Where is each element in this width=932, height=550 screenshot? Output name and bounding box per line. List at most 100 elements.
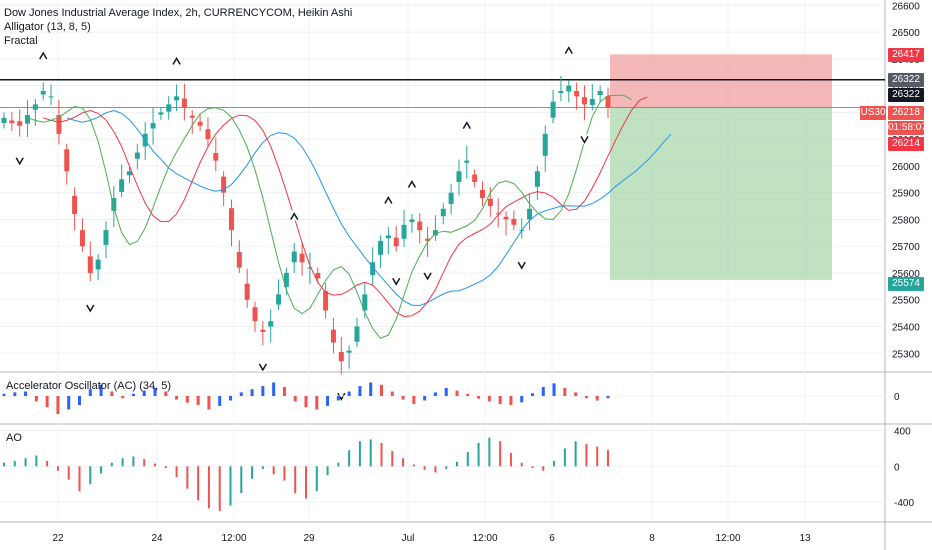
price-tick-label: 25600 — [892, 269, 920, 280]
alligator-teeth — [43, 96, 648, 318]
fractal-down-bg — [391, 276, 402, 287]
candle-body — [307, 267, 313, 269]
ao-pane-label[interactable]: AO — [6, 432, 22, 444]
ac-bar — [574, 392, 578, 396]
fractal-down-marker — [337, 392, 346, 401]
ac-bar — [541, 387, 545, 396]
candle-body — [542, 133, 548, 156]
candle-body — [181, 98, 187, 108]
fractal-down-marker — [423, 272, 432, 281]
ao-tick-label: 400 — [894, 426, 911, 437]
ac-bar — [229, 396, 232, 401]
ac-pane-label[interactable]: Accelerator Oscillator (AC) (34, 5) — [6, 380, 172, 392]
fractal-up-marker — [384, 196, 393, 204]
time-tick-label: 24 — [151, 533, 163, 544]
candle-body — [119, 179, 125, 192]
candle-body — [464, 160, 470, 163]
ac-bar — [606, 396, 610, 399]
candle-body — [189, 115, 195, 118]
ma-badge: 26214 — [888, 137, 924, 151]
target-low-badge: 25574 — [888, 277, 924, 291]
target-high-badge: 26417 — [888, 48, 924, 62]
candle-body — [370, 262, 376, 276]
ac-bar — [196, 396, 200, 405]
ac-bar — [164, 391, 168, 396]
last-price-badge: 26322 — [888, 88, 924, 102]
fractal-up-marker — [462, 121, 471, 129]
ac-bar — [45, 396, 49, 408]
candle-body — [32, 104, 38, 110]
time-tick-label: 13 — [799, 533, 811, 544]
fractal-up-bg — [406, 178, 417, 189]
stop-loss-zone — [610, 54, 832, 108]
candle-body — [479, 190, 485, 199]
ac-bar — [207, 396, 211, 410]
candle-body — [166, 104, 172, 112]
ac-bar — [487, 396, 491, 402]
candle-body — [487, 198, 493, 207]
fractal-down-bg — [85, 302, 96, 313]
ac-bar — [250, 389, 254, 396]
price-tick-label: 25500 — [892, 296, 920, 307]
fractal-up-bg — [171, 55, 182, 66]
ac-bar — [390, 391, 394, 396]
candle-body — [283, 272, 289, 287]
fractal-up-bg — [289, 210, 300, 221]
ac-bar — [509, 396, 513, 405]
alligator-jaw — [66, 109, 672, 307]
fractal-up-marker — [39, 51, 48, 60]
ac-tick-label: 0 — [894, 392, 900, 403]
time-tick-label: 29 — [303, 533, 315, 544]
fractal-up-bg — [383, 194, 394, 205]
ac-bar — [433, 392, 437, 396]
fractal-label[interactable]: Fractal — [4, 35, 38, 47]
ac-bar — [304, 396, 308, 408]
candle-body — [425, 238, 431, 241]
candle-body — [134, 152, 140, 159]
candle-body — [158, 112, 164, 115]
candle-body — [228, 208, 234, 231]
price-tick-label: 25900 — [892, 189, 920, 200]
ac-bar — [326, 396, 330, 406]
price-tick-label: 26000 — [892, 162, 920, 173]
ac-bar — [315, 396, 319, 410]
candle-body — [401, 224, 407, 239]
fractal-up-marker — [172, 56, 181, 65]
candle-body — [25, 115, 31, 124]
fractal-down-marker — [580, 135, 589, 144]
price-tick-label: 26300 — [892, 82, 920, 93]
candle-body — [72, 195, 78, 215]
ac-bar — [584, 396, 588, 399]
time-tick-label: 8 — [649, 533, 655, 544]
candle-body — [417, 221, 423, 231]
candle-body — [197, 121, 203, 126]
candle-body — [511, 218, 517, 225]
ac-bar — [412, 396, 416, 405]
ac-bar — [142, 390, 146, 396]
ac-bar — [466, 393, 470, 396]
candle-body — [448, 192, 454, 204]
fractal-up-marker — [407, 179, 417, 188]
candle-body — [260, 329, 266, 332]
ac-bar — [121, 396, 125, 399]
ac-bar — [423, 396, 427, 401]
candle-body — [205, 129, 211, 140]
candle-body — [527, 208, 533, 220]
time-tick-label: Jul — [402, 533, 415, 544]
fractal-down-bg — [516, 260, 527, 271]
alligator-label[interactable]: Alligator (13, 8, 5) — [4, 21, 91, 33]
candle-body — [393, 237, 399, 247]
ac-bar — [13, 392, 17, 396]
candle-body — [385, 235, 391, 239]
symbol-badge: US30 — [860, 106, 886, 120]
ac-bar — [131, 393, 135, 396]
chart-title[interactable]: Dow Jones Industrial Average Index, 2h, … — [4, 7, 353, 19]
ac-bar — [239, 392, 243, 396]
candle-body — [174, 96, 180, 101]
fractal-down-marker — [15, 157, 24, 166]
candle-body — [589, 99, 595, 105]
price-tick-label: 26500 — [892, 28, 920, 39]
ac-bar — [369, 382, 373, 396]
ac-bar — [24, 391, 28, 396]
